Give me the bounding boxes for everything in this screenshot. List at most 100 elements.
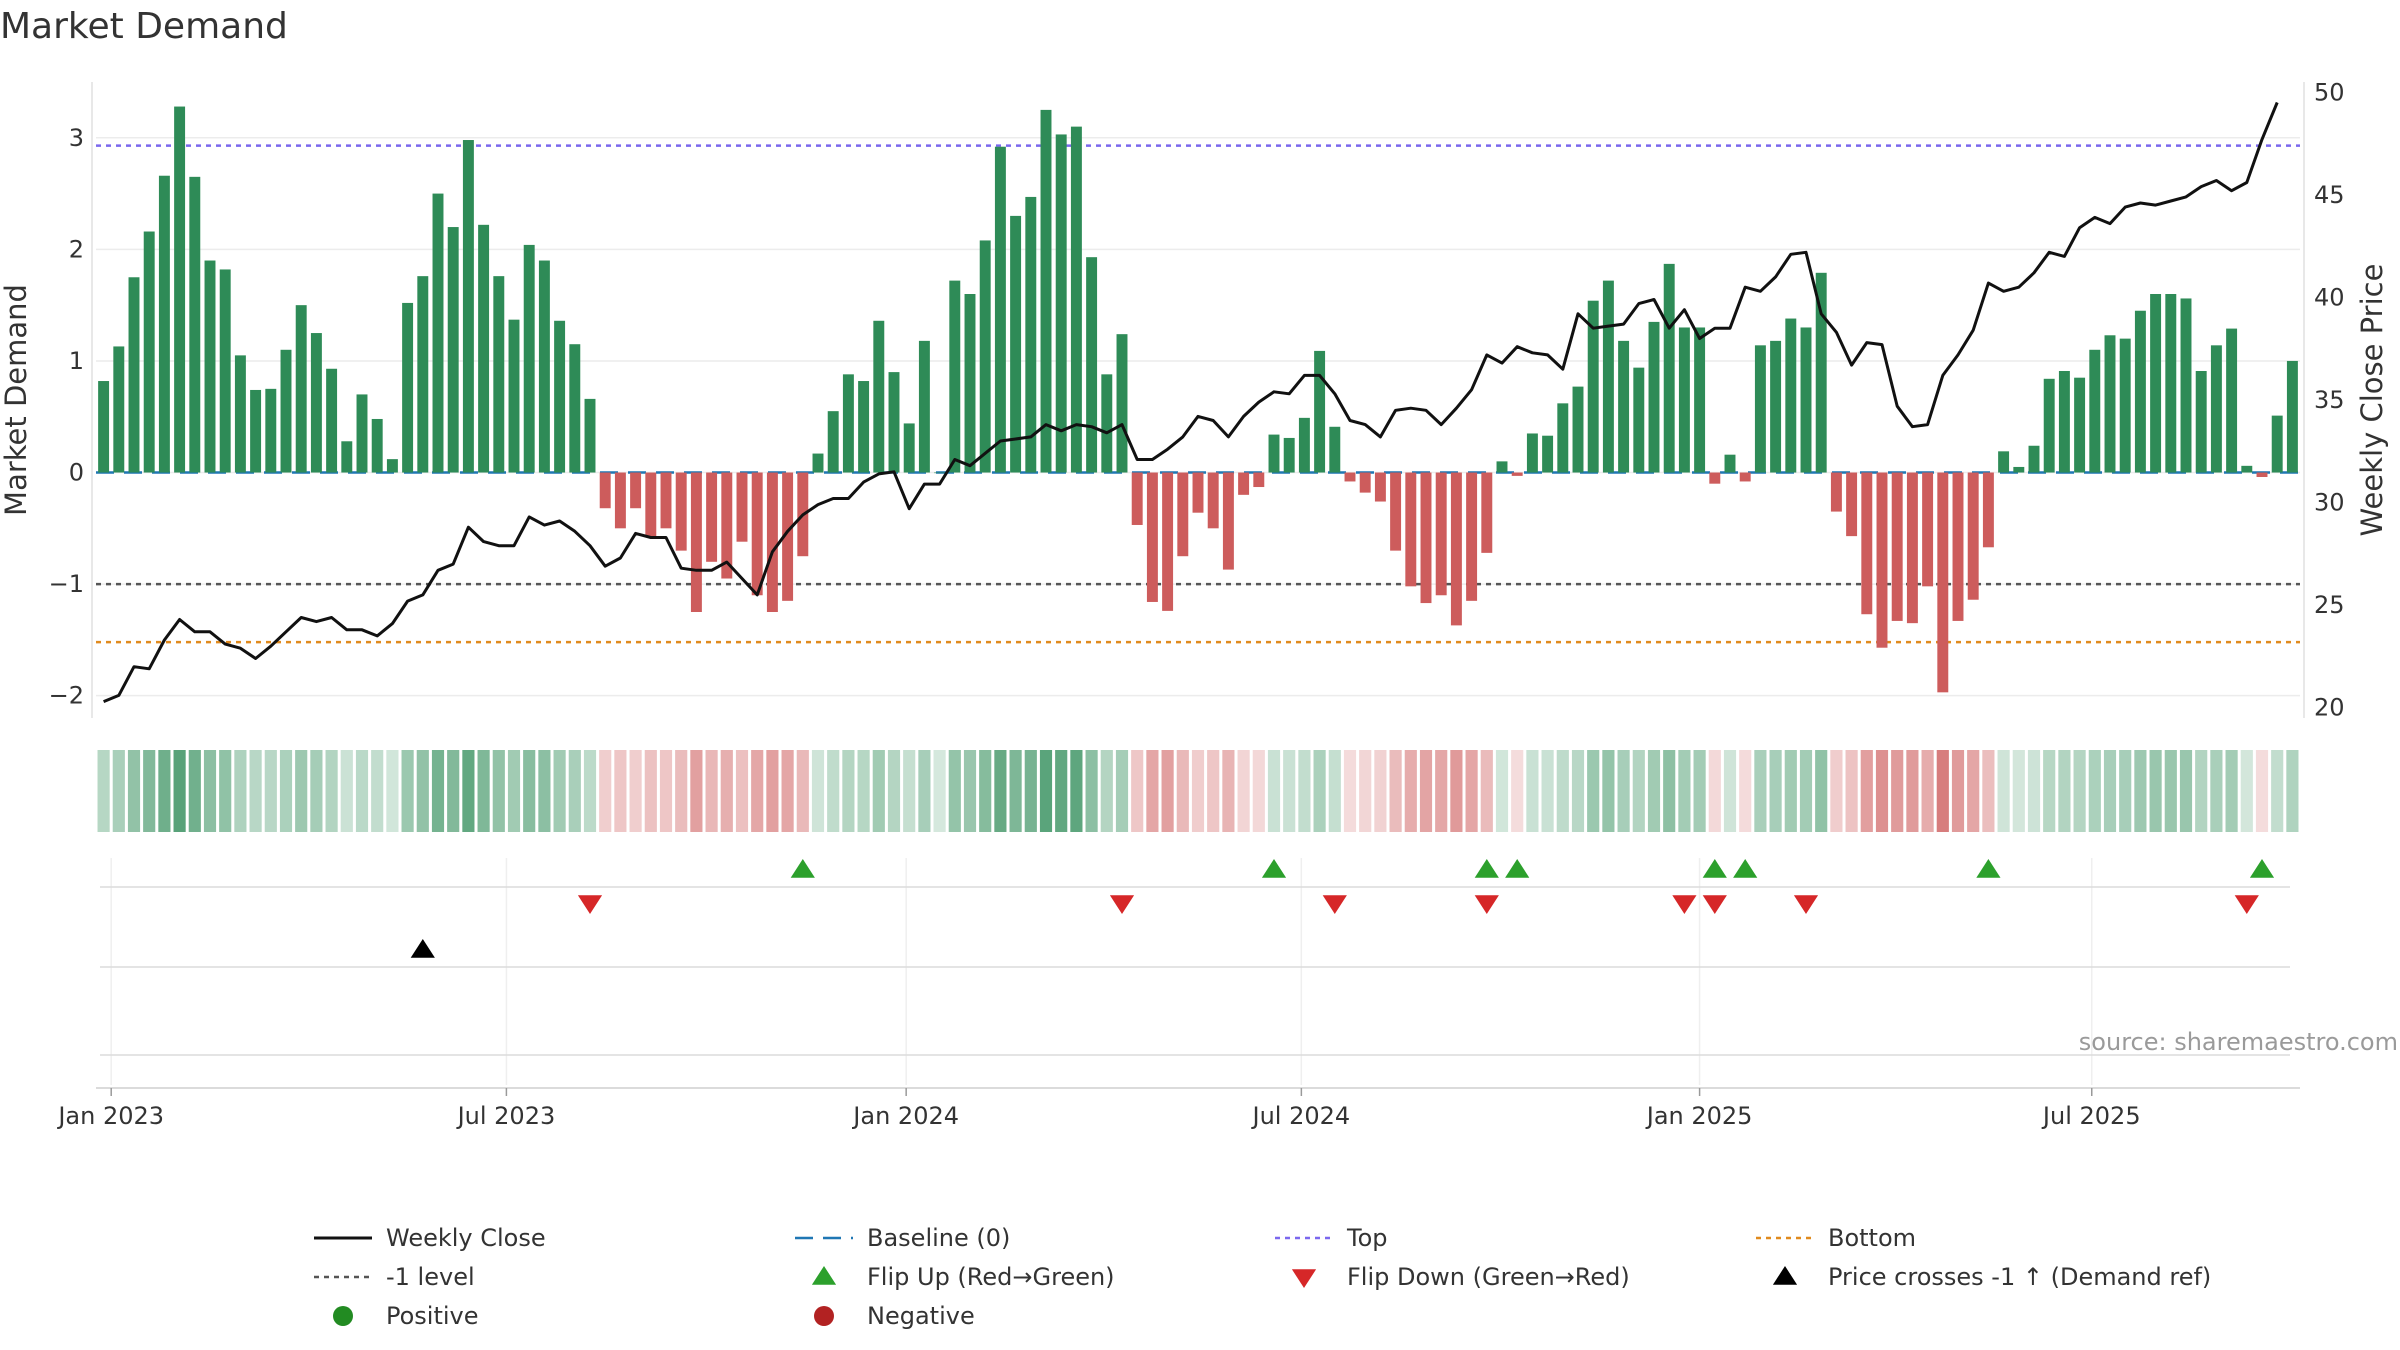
demand-bar: [1238, 472, 1250, 495]
heat-strip-cell: [127, 750, 141, 832]
heat-strip-cell: [1039, 750, 1053, 832]
demand-bar: [2241, 465, 2253, 473]
demand-bar: [1010, 215, 1022, 473]
demand-bar: [660, 472, 672, 529]
legend-label-baseline: Baseline (0): [867, 1224, 1010, 1252]
demand-bar: [280, 349, 292, 473]
right-tick-label: 20: [2314, 694, 2345, 722]
demand-bar: [842, 374, 854, 473]
heat-strip-cell: [1693, 750, 1706, 832]
heat-strip-cell: [523, 750, 536, 832]
right-tick-label: 25: [2314, 591, 2345, 619]
demand-bar: [1450, 472, 1462, 626]
heat-strip-cell: [1891, 750, 1904, 832]
heat-strip-cell: [143, 750, 156, 832]
heat-strip-cell: [1860, 750, 1873, 832]
demand-bar: [493, 276, 505, 473]
heat-strip-cell: [1298, 750, 1311, 832]
flip-down-marker: [1702, 895, 1727, 914]
x-tick-label: Jul 2023: [456, 1102, 556, 1130]
heat-strip-cell: [2210, 750, 2223, 832]
demand-bar: [827, 411, 839, 473]
heat-strip-cell: [355, 750, 369, 832]
demand-bar: [2165, 294, 2177, 473]
flip-down-marker: [2234, 895, 2259, 914]
flip-up-marker: [1733, 859, 1758, 878]
heat-strip-cell: [796, 750, 809, 832]
heat-strip-cell: [1465, 750, 1478, 832]
chart-title: Market Demand: [0, 6, 288, 47]
demand-bar: [174, 106, 186, 473]
heat-strip-cell: [1678, 750, 1691, 832]
demand-bar: [1800, 327, 1812, 473]
demand-bar: [1770, 340, 1782, 473]
heat-strip-cell: [842, 750, 855, 832]
demand-bar: [1998, 451, 2010, 473]
heat-strip-cell: [705, 750, 718, 832]
heat-strip-cell: [234, 750, 247, 832]
demand-bar: [1466, 472, 1478, 601]
heat-strip-cell: [188, 750, 201, 832]
weekly-close-line: [103, 101, 2279, 703]
left-tick-label: 0: [69, 459, 84, 487]
heat-strip-cell: [203, 750, 217, 832]
demand-bar: [2104, 335, 2116, 473]
heat-strip-cell: [1131, 750, 1144, 832]
demand-bar: [417, 276, 429, 473]
left-axis-title: Market Demand: [0, 284, 33, 516]
heat-strip-cell: [431, 750, 445, 832]
demand-bar: [341, 441, 353, 473]
x-tick-label: Jul 2024: [1251, 1102, 1351, 1130]
demand-bar: [630, 472, 642, 509]
demand-bars: [98, 106, 2298, 693]
demand-bar: [1481, 472, 1493, 553]
heat-strip-cell: [918, 750, 931, 832]
heat-strip-cell: [735, 750, 749, 832]
heat-strip-cell: [97, 750, 110, 832]
legend-label-price-cross: Price crosses -1 ↑ (Demand ref): [1828, 1263, 2211, 1291]
demand-bar: [2150, 294, 2162, 473]
demand-bar: [1344, 472, 1356, 482]
heat-strip-cell: [295, 750, 308, 832]
demand-bar: [1648, 321, 1660, 473]
demand-bar: [1861, 472, 1873, 615]
heat-strip-cell: [1602, 750, 1615, 832]
heat-strip-cell: [173, 750, 186, 832]
flip-down-marker: [1109, 895, 1135, 914]
heat-strip-cell: [1526, 750, 1539, 832]
heat-strip-cell: [675, 750, 688, 832]
demand-bar: [1222, 472, 1234, 570]
demand-bar: [690, 472, 702, 612]
demand-bar: [1602, 280, 1614, 473]
heat-strip-cell: [979, 750, 992, 832]
demand-bar: [1101, 374, 1113, 473]
heat-strip-cell: [644, 750, 657, 832]
demand-bar: [1177, 472, 1189, 557]
heat-strip-cell: [1723, 750, 1737, 832]
heat-strip-cell: [1982, 750, 1995, 832]
flip-up-marker: [1474, 859, 1499, 878]
flip-up-marker: [1976, 859, 2001, 878]
demand-bar: [2028, 445, 2040, 473]
heat-strip-cell: [1252, 750, 1265, 832]
heat-strip-cell: [2240, 750, 2253, 832]
demand-bar: [1131, 472, 1143, 525]
flip-down-marker: [1672, 895, 1697, 914]
heat-strip-cell: [2149, 750, 2162, 832]
heat-strip-cell: [1070, 750, 1083, 832]
demand-bar: [2256, 472, 2268, 477]
demand-bar: [1314, 350, 1326, 473]
demand-bar: [2089, 349, 2101, 473]
demand-bar: [1754, 345, 1766, 473]
demand-bar: [645, 472, 657, 538]
demand-bar: [2119, 338, 2131, 473]
demand-bar: [2180, 298, 2192, 473]
heat-strip-cell: [614, 750, 627, 832]
heat-strip-cell: [249, 750, 262, 832]
heat-strip-cell: [933, 750, 946, 832]
demand-bar: [584, 398, 596, 473]
demand-bar: [143, 231, 155, 473]
heat-strip-cell: [1951, 750, 1965, 832]
demand-bar: [2043, 378, 2055, 473]
